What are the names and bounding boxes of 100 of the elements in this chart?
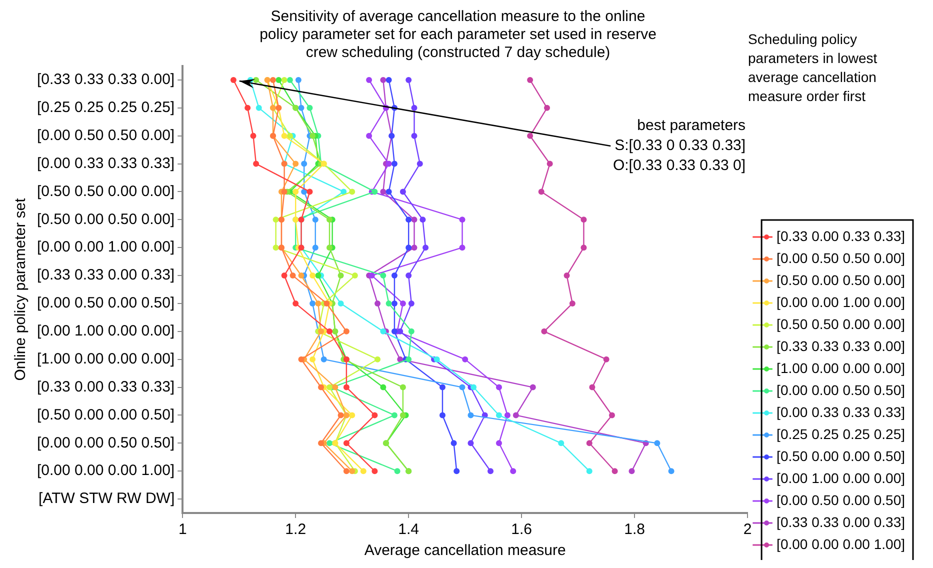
- point: [386, 188, 392, 195]
- y-tick-label: [0.50 0.50 0.00 0.00]: [36, 182, 175, 200]
- legend-label: [0.00 1.00 0.00 0.00]: [776, 470, 906, 486]
- y-tick-label: [0.00 0.00 0.50 0.50]: [36, 434, 175, 452]
- point: [391, 412, 398, 418]
- point: [406, 356, 412, 362]
- point: [668, 468, 674, 474]
- point: [352, 272, 358, 279]
- y-tick-label: [0.00 0.33 0.33 0.33]: [36, 154, 175, 172]
- point: [406, 216, 412, 223]
- point: [318, 384, 324, 390]
- legend-label: [0.33 0.00 0.33 0.33]: [776, 228, 906, 244]
- point: [589, 384, 596, 390]
- point: [372, 188, 378, 195]
- point: [654, 440, 660, 446]
- point: [372, 468, 378, 474]
- y-tick-label: [0.50 0.00 0.00 0.50]: [36, 406, 175, 424]
- x-tick-label: 1.4: [398, 521, 420, 538]
- point: [306, 104, 313, 111]
- x-tick-label: 1.6: [511, 521, 532, 538]
- point: [349, 188, 356, 195]
- point: [318, 440, 324, 446]
- point: [468, 412, 474, 418]
- point: [295, 76, 302, 83]
- point: [603, 356, 610, 362]
- legend-label: [0.00 0.00 0.00 1.00]: [776, 536, 906, 552]
- y-tick-label: [0.25 0.25 0.25 0.25]: [36, 99, 175, 116]
- legend-label: [0.50 0.00 0.50 0.00]: [776, 272, 906, 288]
- y-tick-label: [0.00 1.00 0.00 0.00]: [36, 322, 175, 340]
- point: [326, 216, 332, 223]
- legend-label: [1.00 0.00 0.00 0.00]: [776, 360, 906, 376]
- point: [338, 412, 344, 418]
- point: [530, 384, 536, 390]
- point: [298, 356, 304, 362]
- legend-label: [0.00 0.00 1.00 0.00]: [776, 294, 906, 310]
- point: [586, 440, 592, 446]
- legend-label: [0.00 0.50 0.00 0.50]: [776, 492, 906, 508]
- point: [394, 468, 400, 474]
- point: [281, 188, 288, 195]
- point: [298, 272, 304, 279]
- point: [459, 384, 466, 390]
- point: [349, 468, 356, 474]
- point: [310, 272, 316, 279]
- y-tick-label: [0.00 0.50 0.50 0.00]: [36, 126, 175, 144]
- point: [527, 76, 534, 83]
- point: [439, 384, 446, 390]
- point: [454, 468, 460, 474]
- legend-label: [0.33 0.33 0.00 0.33]: [776, 514, 906, 530]
- point: [496, 412, 502, 418]
- point: [281, 272, 288, 279]
- point: [250, 132, 256, 139]
- point: [406, 244, 412, 251]
- legend-label: [0.00 0.50 0.50 0.00]: [776, 250, 906, 266]
- y-tick-label: [0.50 0.00 0.50 0.00]: [36, 210, 175, 228]
- point: [368, 272, 375, 279]
- point: [512, 412, 519, 418]
- point: [360, 468, 366, 474]
- point: [580, 244, 587, 251]
- point: [338, 300, 344, 306]
- point: [439, 412, 446, 418]
- point: [276, 76, 282, 83]
- point: [397, 328, 404, 334]
- point: [391, 328, 398, 334]
- point: [306, 188, 313, 195]
- point: [340, 188, 347, 195]
- point: [496, 384, 502, 390]
- point: [397, 356, 404, 362]
- point: [586, 468, 592, 474]
- point: [400, 300, 406, 306]
- point: [411, 132, 418, 139]
- point: [366, 132, 372, 139]
- point: [541, 328, 548, 334]
- point: [253, 160, 260, 167]
- point: [256, 104, 262, 111]
- point: [580, 216, 587, 223]
- point: [318, 328, 324, 334]
- point: [310, 132, 316, 139]
- y-tick-label: [ATW STW RW DW]: [38, 490, 175, 508]
- point: [298, 104, 304, 111]
- point: [272, 216, 279, 223]
- point: [230, 76, 236, 83]
- point: [628, 468, 635, 474]
- legend-label: [0.50 0.50 0.00 0.00]: [776, 316, 906, 332]
- point: [470, 384, 477, 390]
- point: [422, 244, 429, 251]
- point: [411, 244, 418, 251]
- legend-label: [0.00 0.00 0.50 0.50]: [776, 382, 906, 398]
- point: [450, 440, 457, 446]
- point: [386, 76, 392, 83]
- point: [406, 76, 412, 83]
- point: [434, 356, 440, 362]
- point: [504, 412, 510, 418]
- point: [324, 300, 330, 306]
- y-tick-label: [0.00 0.50 0.00 0.50]: [36, 294, 175, 312]
- point: [343, 328, 350, 334]
- point: [326, 244, 332, 251]
- point: [459, 216, 466, 223]
- point: [326, 440, 332, 446]
- y-axis-title: Online policy parameter set: [12, 197, 30, 381]
- point: [315, 300, 322, 306]
